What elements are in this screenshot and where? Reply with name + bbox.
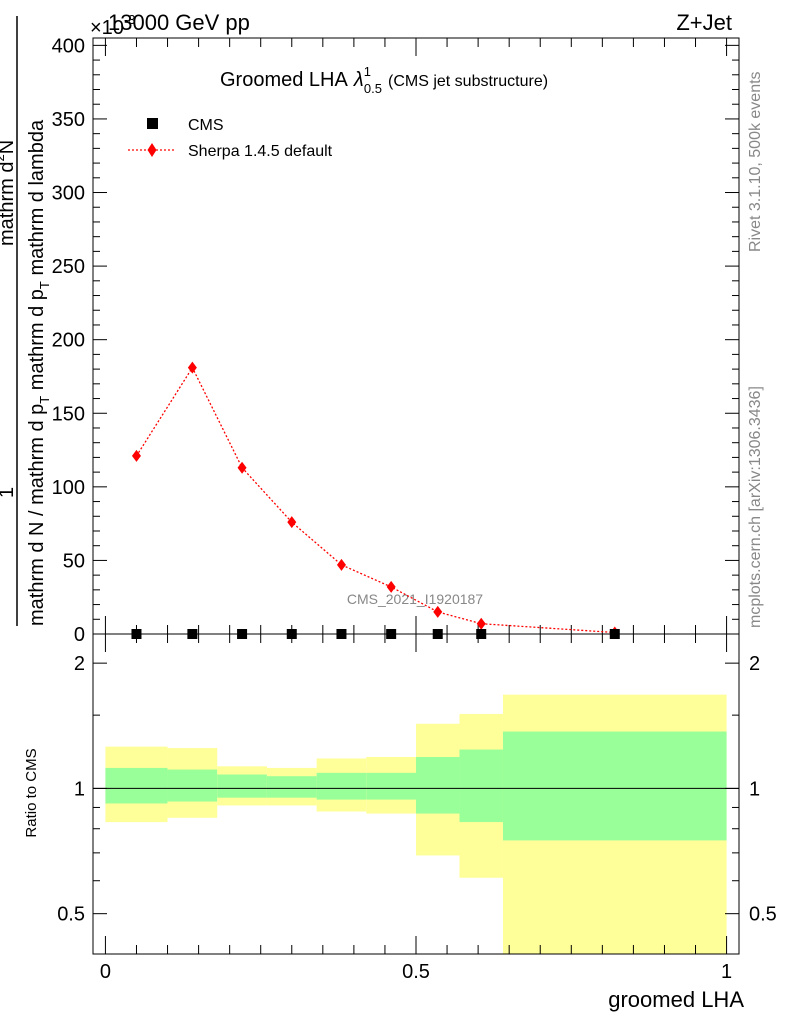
main-tick-labels: 0 50 100 150 200 250 300 350 400	[52, 35, 85, 646]
y-tick-label: 0	[74, 624, 85, 646]
x-tick-label: 0.5	[402, 961, 430, 983]
ratio-y-tick-label: 1	[74, 778, 85, 800]
sherpa-line	[135, 366, 615, 634]
header-process: Z+Jet	[676, 10, 732, 35]
sherpa-point	[336, 558, 346, 571]
x-tick-label: 0	[100, 961, 111, 983]
ratio-y-tick-label-right: 2	[749, 653, 760, 675]
main-y-axis-label: mathrm d N / mathrm d pT mathrm d pT mat…	[0, 16, 52, 626]
x-axis-label: groomed LHA	[608, 987, 744, 1012]
sherpa-point	[287, 516, 297, 529]
plot-title: Groomed LHA λ1 0.5 (CMS jet substructure)	[220, 64, 548, 96]
y-tick-label: 50	[63, 550, 85, 572]
ylabel-one: 1	[0, 487, 18, 498]
ratio-uncertainty-bands	[105, 694, 727, 954]
sherpa-point	[131, 449, 141, 462]
ratio-y-tick-label-right: 1	[749, 778, 760, 800]
ratio-band-inner	[316, 772, 367, 800]
y-tick-label: 150	[52, 403, 85, 425]
y-tick-label: 200	[52, 330, 85, 352]
ratio-band-inner	[217, 774, 267, 798]
ratio-ticks	[93, 634, 739, 954]
ratio-band-inner	[366, 772, 416, 800]
x-tick-label: 1	[721, 961, 732, 983]
rivet-label: Rivet 3.1.10, 500k events	[747, 71, 764, 252]
legend-label-cms: CMS	[188, 117, 224, 134]
ratio-band-inner	[266, 776, 317, 798]
sherpa-point	[433, 605, 443, 618]
sherpa-point	[237, 461, 247, 474]
ratio-y-tick-label: 2	[74, 653, 85, 675]
legend-marker-sherpa	[147, 143, 157, 157]
ratio-y-tick-label: 0.5	[57, 904, 85, 926]
ylabel-denominator: mathrm d N / mathrm d pT mathrm d pT mat…	[26, 119, 52, 626]
ratio-plot-panel: 0.5 0.5 1 1 2 2 0 0.5 1	[57, 633, 777, 983]
y-tick-label: 350	[52, 109, 85, 131]
ratio-tick-labels: 0.5 0.5 1 1 2 2 0 0.5 1	[57, 653, 777, 983]
y-tick-label: 250	[52, 256, 85, 278]
sherpa-point	[386, 580, 396, 593]
ratio-band-inner	[502, 731, 727, 841]
ratio-band-inner	[416, 756, 460, 814]
legend-label-sherpa: Sherpa 1.4.5 default	[188, 143, 333, 160]
main-plot-panel: 0 50 100 150 200 250 300 350 400 Groomed LHA λ1 0.…	[52, 35, 740, 646]
mcplots-label: mcplots.cern.ch [arXiv:1306.3436]	[747, 386, 764, 628]
legend-marker-cms	[147, 118, 158, 129]
main-ticks	[93, 38, 739, 635]
analysis-watermark: CMS_2021_I1920187	[347, 591, 483, 607]
ratio-band-inner	[459, 749, 503, 823]
y-tick-label: 300	[52, 183, 85, 205]
ratio-y-tick-label-right: 0.5	[749, 904, 777, 926]
ylabel-numerator: mathrm d2N	[0, 140, 18, 246]
legend: CMS Sherpa 1.4.5 default	[128, 117, 333, 160]
axis-exponent: ×10-3	[90, 12, 136, 39]
ratio-band-inner	[105, 767, 168, 804]
sherpa-point	[476, 617, 486, 630]
ratio-band-inner	[167, 769, 218, 802]
y-tick-label: 100	[52, 477, 85, 499]
header-energy: 13000 GeV pp	[108, 10, 250, 35]
ratio-y-axis-label: Ratio to CMS	[23, 748, 40, 837]
y-tick-label: 400	[52, 35, 85, 57]
sherpa-point	[187, 361, 197, 374]
